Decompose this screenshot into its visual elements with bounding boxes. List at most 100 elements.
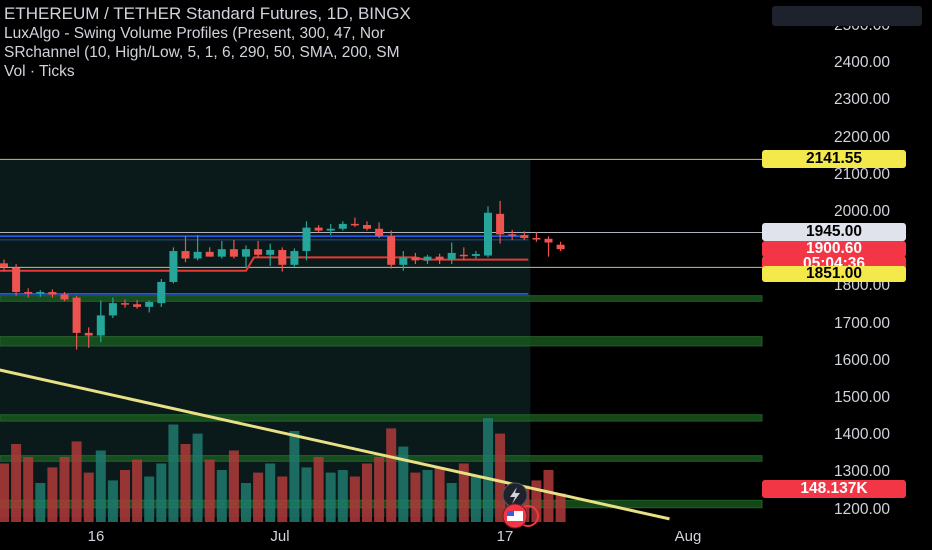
time-tick-label: 16 — [87, 528, 105, 545]
indicator-srchannel[interactable]: SRchannel (10, High/Low, 5, 1, 6, 290, 5… — [4, 44, 400, 61]
candle-body — [0, 263, 8, 268]
volume-bar — [325, 472, 336, 522]
volume-bar — [313, 457, 324, 522]
time-tick-label: Aug — [674, 528, 702, 545]
volume-bar — [483, 418, 493, 522]
volume-bar — [168, 424, 179, 522]
volume-bar — [156, 463, 167, 522]
candle-body — [326, 228, 335, 231]
volume-bar — [144, 476, 155, 522]
candle-body — [447, 252, 456, 260]
candle-body — [278, 249, 287, 265]
candle-body — [96, 315, 105, 336]
volume-bar — [265, 463, 276, 522]
price-tick-label: 2400.00 — [833, 54, 890, 72]
volume-bar — [398, 446, 409, 522]
candle-body — [411, 257, 420, 261]
volume-bar — [386, 428, 397, 522]
price-tick-label: 2100.00 — [833, 165, 890, 183]
volume-bar — [180, 444, 191, 522]
volume-bar — [543, 470, 554, 522]
volume-bar — [216, 470, 227, 522]
candle-body — [169, 251, 178, 282]
volume-bar — [555, 493, 566, 522]
volume-bar — [107, 480, 118, 522]
price-tick-label: 2000.00 — [833, 203, 890, 220]
candle-body — [471, 254, 480, 256]
candle-body — [484, 212, 492, 256]
volume-bar — [422, 470, 433, 522]
volume-bar — [120, 470, 130, 522]
volume-bar — [349, 476, 360, 522]
volume-bar — [204, 459, 215, 522]
volume-bar — [519, 485, 530, 522]
volume-bar — [289, 431, 300, 522]
candle-body — [121, 303, 129, 305]
candle-body — [217, 249, 226, 257]
lightning-bolt-icon — [510, 487, 520, 504]
volume-bar — [241, 483, 251, 522]
candle-body — [24, 291, 33, 294]
indicator-luxalgo[interactable]: LuxAlgo - Swing Volume Profiles (Present… — [4, 25, 385, 42]
volume-bar — [337, 470, 348, 522]
time-tick-label: Jul — [270, 528, 290, 545]
candle-body — [193, 251, 202, 259]
support-price-tag: 1851.00 — [762, 266, 906, 282]
sr-zone-1 — [0, 336, 763, 347]
candle-body — [363, 225, 371, 229]
volume-bar — [277, 476, 288, 522]
volume-bar — [228, 450, 239, 522]
volume-bar — [192, 433, 203, 522]
time-tick-label: 17 — [496, 528, 514, 545]
trend-line — [0, 368, 670, 521]
price-tick-label: 1600.00 — [833, 351, 890, 369]
candle-body — [338, 223, 347, 229]
candle-body — [60, 294, 69, 300]
chart-menu-button[interactable] — [772, 6, 922, 26]
candle-body — [387, 236, 396, 265]
resistance-price-tag: 2141.55 — [762, 150, 906, 169]
candle-body — [350, 223, 359, 226]
candle-body — [229, 249, 238, 257]
indicator-volume[interactable]: Vol · Ticks — [4, 63, 75, 80]
price-tick-label: 1700.00 — [833, 314, 890, 332]
volume-bar — [23, 457, 34, 522]
candle-body — [544, 238, 553, 243]
candle-body — [290, 251, 299, 265]
last-price-tag: 1900.60 — [762, 241, 906, 257]
candle-body — [520, 235, 529, 239]
price-tick-label: 1400.00 — [833, 426, 890, 444]
flag-canton — [507, 511, 514, 516]
candle-body — [496, 213, 505, 235]
candle-body — [12, 267, 21, 292]
volume-bar — [446, 483, 457, 522]
volume-bar — [458, 463, 469, 522]
candle-body — [157, 281, 166, 304]
volume-bar — [83, 472, 94, 522]
candle-body — [399, 257, 408, 265]
price-tick-label: 1500.00 — [833, 389, 890, 406]
candle-body — [108, 303, 117, 316]
volume-tag: 148.137K — [762, 480, 906, 498]
candle-body — [508, 234, 517, 236]
price-tick-label: 1300.00 — [833, 463, 890, 481]
volume-bar — [410, 472, 421, 522]
volume-bar — [301, 467, 312, 522]
flag-icon — [507, 511, 523, 521]
sr-zone-2 — [0, 414, 763, 422]
candle-body — [84, 332, 93, 336]
volume-bar — [531, 480, 542, 522]
volume-bar — [47, 467, 58, 522]
price-tick-label: 2300.00 — [833, 91, 890, 109]
sr-zone-0 — [0, 295, 763, 302]
symbol-title[interactable]: ETHEREUM / TETHER Standard Futures, 1D, … — [4, 4, 411, 23]
volume-bar — [35, 483, 46, 522]
chart-legend: ETHEREUM / TETHER Standard Futures, 1D, … — [4, 4, 764, 81]
level-price-tag: 1945.00 — [762, 223, 906, 242]
candle-body — [242, 249, 250, 257]
candle-body — [205, 251, 214, 257]
volume-bar — [374, 457, 385, 522]
candle-body — [532, 238, 541, 240]
candle-body — [145, 302, 154, 307]
candle-body — [302, 227, 311, 252]
